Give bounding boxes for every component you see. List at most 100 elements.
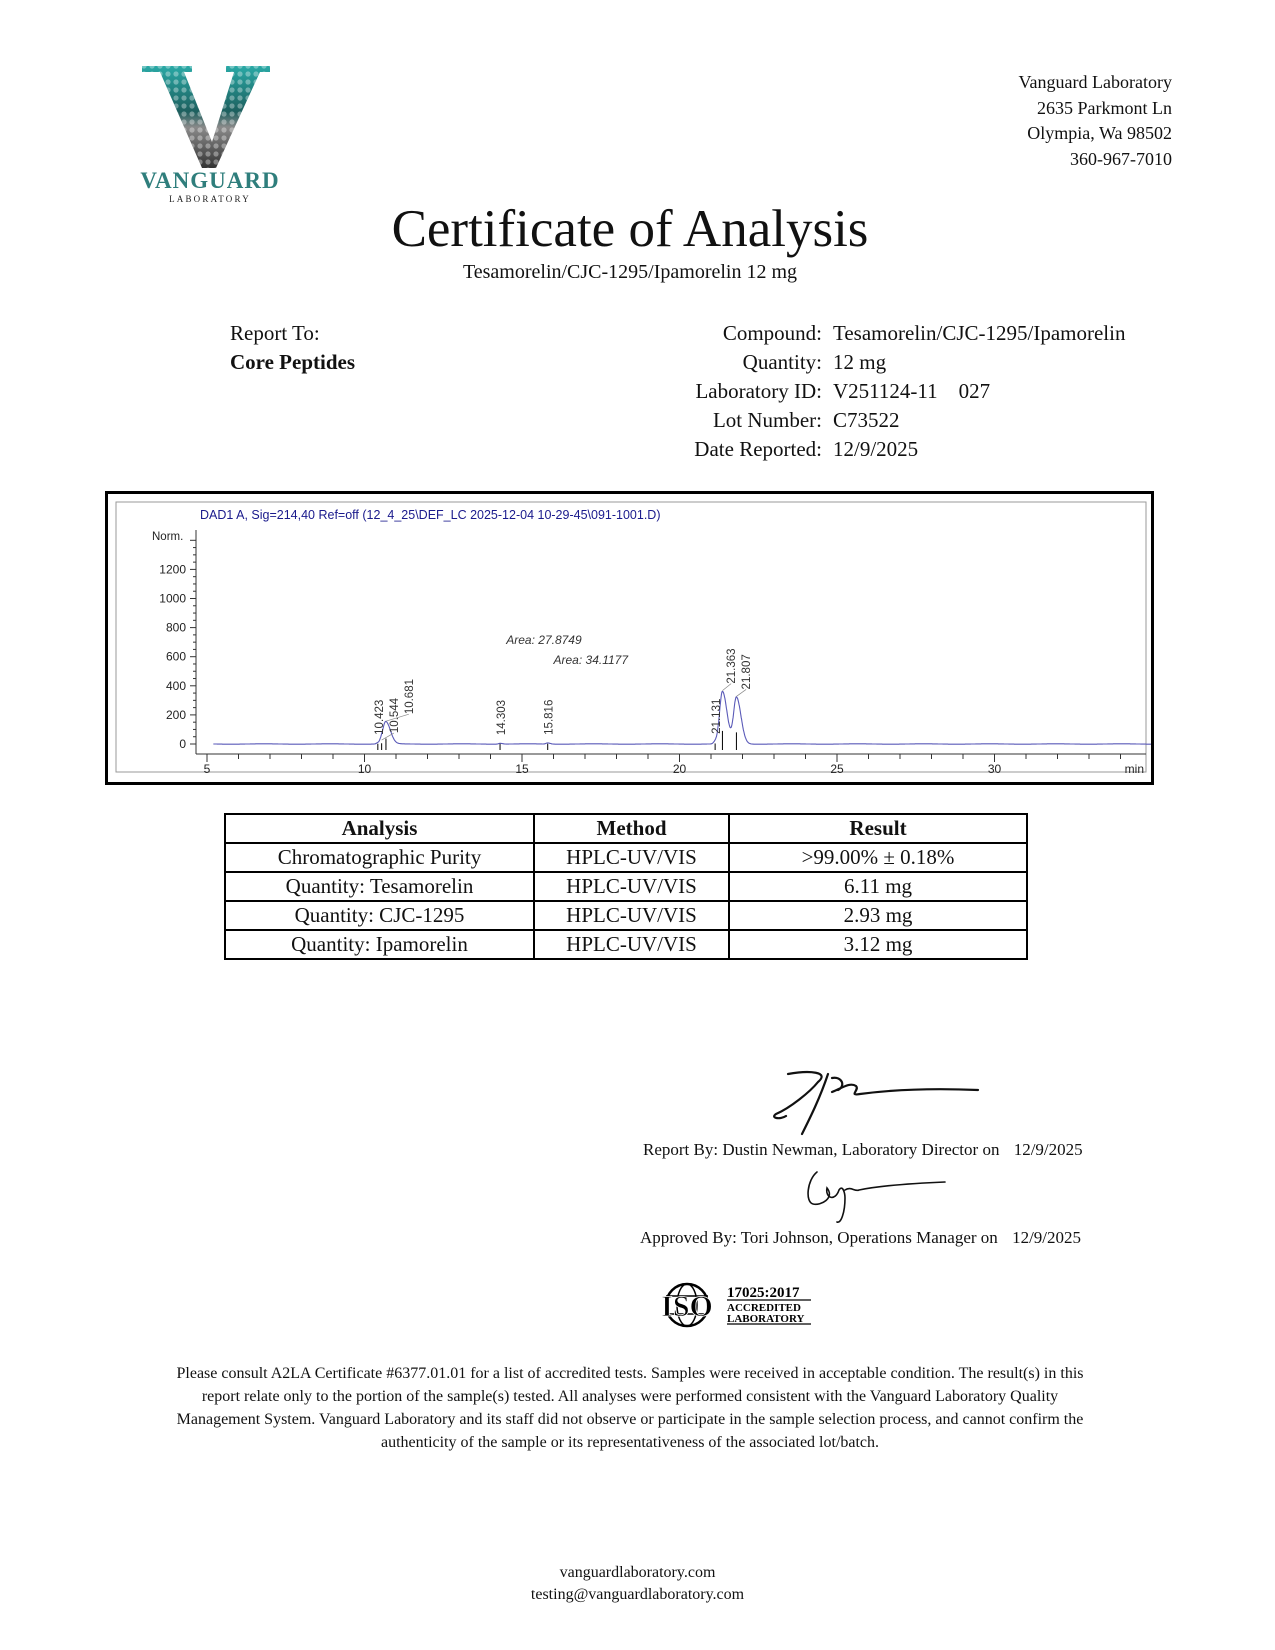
- result-cell: 2.93 mg: [728, 900, 1028, 931]
- manager-signature: [807, 1171, 946, 1223]
- x-tick-label: 5: [204, 762, 211, 776]
- report-by-line: Report By: Dustin Newman, Laboratory Dir…: [643, 1140, 1083, 1160]
- iso-mark: ISO: [661, 1290, 713, 1323]
- disclaimer-line: authenticity of the sample or its repres…: [380, 1434, 880, 1451]
- disclaimer-line: Management System. Vanguard Laboratory a…: [176, 1411, 1084, 1428]
- chromatogram-frame: DAD1 A, Sig=214,40 Ref=off (12_4_25\DEF_…: [105, 491, 1154, 785]
- peak-label: 21.131: [711, 699, 723, 734]
- table-row: Quantity: CJC-1295 HPLC-UV/VIS 2.93 mg: [224, 900, 1028, 931]
- x-axis-label: min: [1125, 762, 1144, 776]
- peak-label: 10.423: [374, 700, 386, 735]
- y-tick-label: 600: [166, 650, 186, 664]
- peak-label-leader: [722, 683, 732, 691]
- info-row: Quantity: 12 mg: [0, 348, 1125, 377]
- table-row: Quantity: Ipamorelin HPLC-UV/VIS 3.12 mg: [224, 929, 1028, 960]
- approved-by-line: Approved By: Tori Johnson, Operations Ma…: [640, 1228, 1081, 1248]
- y-axis-label: Norm.: [152, 531, 183, 543]
- info-label: Compound:: [722, 321, 822, 345]
- peak-label: 21.363: [726, 648, 738, 683]
- info-value: 12 mg: [833, 350, 887, 374]
- chromatogram-trace: [213, 690, 1152, 745]
- lab-street: 2635 Parkmont Ln: [1037, 97, 1172, 118]
- area-annotation: Area: 27.8749: [505, 633, 582, 647]
- logo-wordmark: VANGUARD: [140, 168, 279, 193]
- iso-standard: 17025:2017: [727, 1285, 800, 1301]
- info-row: Lot Number: C73522: [0, 406, 1125, 435]
- info-label: Date Reported:: [694, 437, 822, 461]
- footer: vanguardlaboratory.com testing@vanguardl…: [0, 1562, 1275, 1606]
- lab-name: Vanguard Laboratory: [1018, 72, 1172, 92]
- area-annotation: Area: 34.1177: [553, 653, 630, 667]
- vanguard-logo: VANGUARD LABORATORY: [124, 62, 296, 204]
- x-tick-label: 25: [830, 762, 844, 776]
- result-cell: 6.11 mg: [728, 871, 1028, 902]
- analysis-cell: Quantity: CJC-1295: [224, 900, 535, 931]
- report-to-label: Report To:: [230, 321, 320, 345]
- analysis-cell: Chromatographic Purity: [224, 842, 535, 873]
- info-value: 12/9/2025: [833, 437, 919, 461]
- website-link[interactable]: vanguardlaboratory.com: [559, 1564, 716, 1581]
- y-tick-label: 1000: [159, 592, 186, 606]
- logo-subtitle: LABORATORY: [169, 194, 251, 204]
- report-to: Report To: Core Peptides: [230, 319, 355, 376]
- header-method: Method: [533, 813, 730, 844]
- analysis-cell: Quantity: Ipamorelin: [224, 929, 535, 960]
- y-tick-label: 1200: [159, 562, 186, 576]
- info-label: Lot Number:: [712, 408, 822, 432]
- plot-box: [115, 501, 1147, 773]
- x-tick-label: 20: [673, 762, 687, 776]
- x-tick-label: 10: [358, 762, 372, 776]
- info-value: C73522: [833, 408, 900, 432]
- peak-label: 10.544: [389, 697, 401, 733]
- method-cell: HPLC-UV/VIS: [533, 900, 730, 931]
- email-link[interactable]: testing@vanguardlaboratory.com: [530, 1586, 745, 1603]
- table-header-row: Analysis Method Result: [224, 813, 1028, 844]
- page-title: Certificate of Analysis: [391, 200, 869, 258]
- y-tick-label: 800: [166, 621, 186, 635]
- y-tick-label: 400: [166, 679, 186, 693]
- x-tick-label: 30: [988, 762, 1002, 776]
- peak-label: 15.816: [544, 700, 556, 735]
- iso-laboratory: LABORATORY: [727, 1313, 804, 1325]
- disclaimer: Please consult A2LA Certificate #6377.01…: [115, 1362, 1145, 1454]
- report-by-text: Report By: Dustin Newman, Laboratory Dir…: [643, 1140, 1000, 1159]
- header-analysis: Analysis: [224, 813, 535, 844]
- director-signature: [773, 1071, 980, 1136]
- approved-date: 12/9/2025: [1012, 1228, 1082, 1247]
- client-name: Core Peptides: [230, 349, 356, 374]
- result-cell: >99.00% ± 0.18%: [728, 842, 1028, 873]
- iso-accreditation-logo: ISO 17025:2017 ACCREDITED LABORATORY: [655, 1282, 815, 1328]
- info-row: Laboratory ID: V251124-11 027: [0, 377, 1125, 406]
- method-cell: HPLC-UV/VIS: [533, 929, 730, 960]
- peak-label: 14.303: [496, 700, 508, 735]
- result-cell: 3.12 mg: [728, 929, 1028, 960]
- info-row: Compound: Tesamorelin/CJC-1295/Ipamorelin: [0, 319, 1126, 348]
- chromatogram: DAD1 A, Sig=214,40 Ref=off (12_4_25\DEF_…: [115, 501, 1153, 776]
- analysis-cell: Quantity: Tesamorelin: [224, 871, 535, 902]
- y-tick-label: 200: [166, 708, 186, 722]
- disclaimer-line: Please consult A2LA Certificate #6377.01…: [176, 1365, 1084, 1382]
- info-row: Date Reported: 12/9/2025: [0, 435, 1125, 464]
- iso-accredited: ACCREDITED: [727, 1302, 801, 1314]
- chart-title: DAD1 A, Sig=214,40 Ref=off (12_4_25\DEF_…: [200, 508, 661, 522]
- x-tick-label: 15: [515, 762, 529, 776]
- method-cell: HPLC-UV/VIS: [533, 871, 730, 902]
- disclaimer-line: report relate only to the portion of the…: [201, 1388, 1059, 1405]
- sample-info: Compound: Tesamorelin/CJC-1295/Ipamorelin…: [0, 319, 1125, 464]
- report-date: 12/9/2025: [1013, 1140, 1083, 1159]
- page-subtitle: Tesamorelin/CJC-1295/Ipamorelin 12 mg: [462, 261, 798, 283]
- approved-by-text: Approved By: Tori Johnson, Operations Ma…: [640, 1228, 998, 1247]
- lab-address: Vanguard Laboratory 2635 Parkmont Ln Oly…: [1019, 70, 1172, 172]
- method-cell: HPLC-UV/VIS: [533, 842, 730, 873]
- peak-label-leader: [385, 713, 409, 722]
- y-tick-label: 0: [179, 737, 186, 751]
- results-table: Analysis Method Result Chromatographic P…: [224, 813, 1028, 960]
- info-value: V251124-11 027: [833, 379, 991, 403]
- peak-label: 21.807: [741, 654, 753, 689]
- info-value: Tesamorelin/CJC-1295/Ipamorelin: [833, 321, 1126, 345]
- peak-label: 10.681: [404, 679, 416, 714]
- table-row: Quantity: Tesamorelin HPLC-UV/VIS 6.11 mg: [224, 871, 1028, 902]
- info-label: Quantity:: [742, 350, 822, 374]
- info-label: Laboratory ID:: [695, 379, 822, 403]
- header-result: Result: [728, 813, 1028, 844]
